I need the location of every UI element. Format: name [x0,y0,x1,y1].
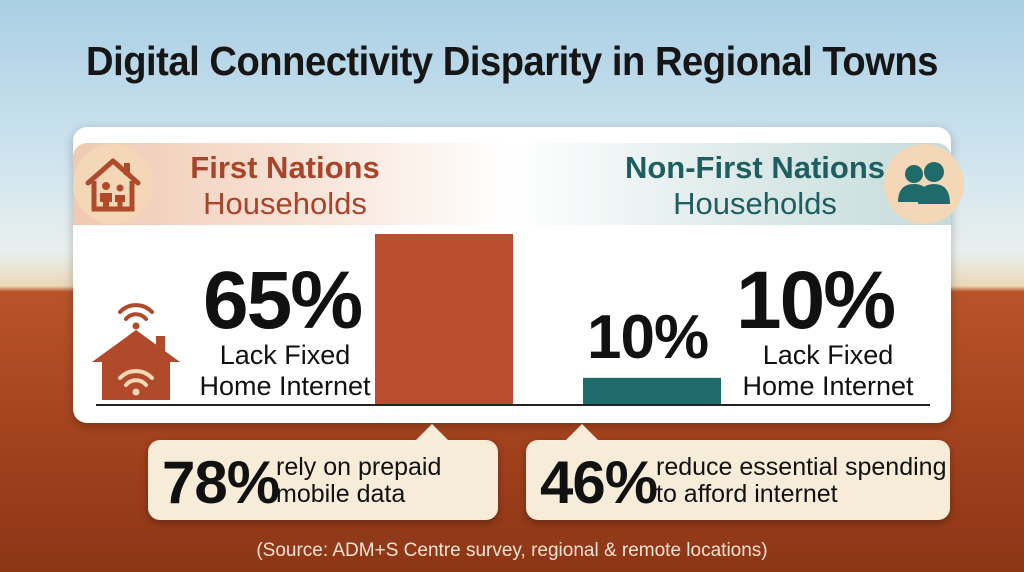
bar-non-first-nations [583,377,721,404]
callout-spending-line2: to afford internet [656,480,838,508]
non-first-nations-title-line2: Households [673,186,837,221]
house-wifi-icon [86,290,186,402]
bar-first-nations [375,234,513,404]
non-first-nations-title-line1: Non-First Nations [624,150,886,185]
source-note: (Source: ADM+S Centre survey, regional &… [256,540,768,561]
chart-title: Digital Connectivity Disparity in Region… [86,38,938,84]
non-first-nations-description: Lack Fixed Home Internet [738,340,918,402]
callout-prepaid-line2: mobile data [276,480,406,508]
non-first-nations-desc-line1: Lack Fixed [762,340,894,370]
first-nations-title-line1: First Nations [190,150,380,185]
bar-value-label-non-first-nations: 10% [587,303,709,372]
first-nations-desc-line1: Lack Fixed [219,340,351,370]
callout-spending-text: reduce essential spending to afford inte… [656,454,946,508]
non-first-nations-desc-line2: Home Internet [742,371,914,401]
first-nations-title: First Nations Households [170,150,400,222]
people-icon [884,144,964,224]
callout-spending-line1: reduce essential spending [656,453,947,481]
callout-spending-percent: 46% [540,449,658,516]
first-nations-title-line2: Households [203,186,367,221]
callout-pointer [416,424,448,440]
non-first-nations-header [512,143,951,225]
first-nations-percent: 65% [203,255,363,346]
non-first-nations-percent: 10% [736,255,896,346]
callout-pointer [566,424,598,440]
callout-spending: 46% reduce essential spending to afford … [526,424,950,520]
callout-prepaid-text: rely on prepaid mobile data [276,454,441,508]
first-nations-desc-line2: Home Internet [199,371,371,401]
house-family-icon [73,144,153,224]
callout-prepaid-line1: rely on prepaid [276,453,442,481]
non-first-nations-title: Non-First Nations Households [610,150,900,222]
callout-prepaid-percent: 78% [162,449,280,516]
first-nations-description: Lack Fixed Home Internet [190,340,380,402]
callout-prepaid: 78% rely on prepaid mobile data [148,424,498,520]
